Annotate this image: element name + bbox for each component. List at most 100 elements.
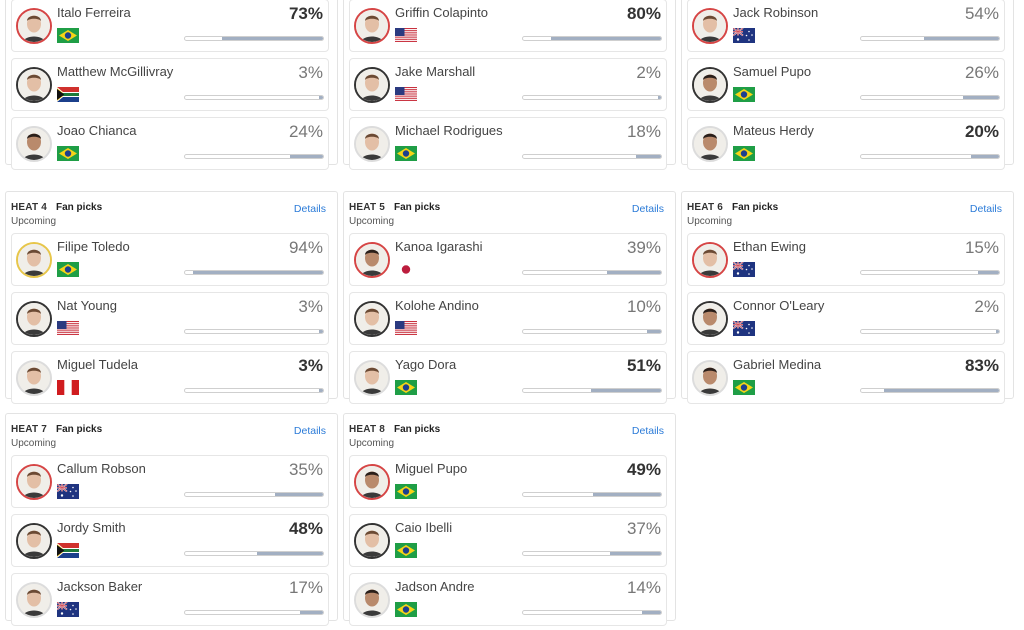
details-link[interactable]: Details — [631, 203, 664, 215]
athlete-row[interactable]: Joao Chianca 24% — [11, 117, 329, 170]
athlete-avatar — [354, 126, 390, 162]
pick-progress-bar — [184, 154, 324, 159]
fan-pick-percentage: 94% — [288, 238, 323, 257]
athlete-name: Callum Robson — [57, 461, 146, 476]
pick-progress-fill — [593, 493, 661, 496]
athlete-name: Jack Robinson — [733, 5, 819, 20]
athlete-name: Miguel Pupo — [395, 461, 468, 476]
athlete-row[interactable]: Matthew McGillivray 3% — [11, 58, 329, 111]
fan-pick-percentage: 73% — [288, 4, 323, 23]
heat-card: HEAT 8 Fan picks Details Upcoming Miguel Pu… — [343, 413, 676, 626]
pick-progress-fill — [658, 96, 661, 99]
australia-flag-icon — [57, 484, 79, 499]
athlete-row[interactable]: Miguel Tudela 3% — [11, 351, 329, 404]
athlete-row[interactable]: Italo Ferreira 73% — [11, 0, 329, 52]
pick-progress-bar — [860, 388, 1000, 393]
usa-flag-icon — [57, 321, 79, 336]
fan-pick-percentage: 10% — [626, 297, 661, 316]
details-link[interactable]: Details — [293, 425, 326, 437]
athlete-row[interactable]: Jackson Baker 17% — [11, 573, 329, 626]
pick-progress-fill — [193, 271, 323, 274]
athlete-avatar — [16, 360, 52, 396]
athlete-row[interactable]: Callum Robson 35% — [11, 455, 329, 508]
heat-header: HEAT 5 Fan picks Details Upcoming — [344, 192, 675, 233]
brazil-flag-icon — [57, 146, 79, 161]
heat-status: Upcoming — [349, 438, 395, 449]
athlete-row[interactable]: Michael Rodrigues 18% — [349, 117, 667, 170]
pick-progress-fill — [996, 330, 999, 333]
athlete-avatar — [692, 242, 728, 278]
athlete-row[interactable]: Ethan Ewing 15% — [687, 233, 1005, 286]
pick-progress-fill — [607, 271, 661, 274]
brazil-flag-icon — [395, 380, 417, 395]
athlete-name: Jadson Andre — [395, 579, 475, 594]
athlete-avatar — [16, 582, 52, 618]
pick-progress-fill — [609, 552, 661, 555]
athlete-row[interactable]: Griffin Colapinto 80% — [349, 0, 667, 52]
athlete-row[interactable]: Miguel Pupo 49% — [349, 455, 667, 508]
pick-progress-bar — [184, 95, 324, 100]
athlete-row[interactable]: Gabriel Medina 83% — [687, 351, 1005, 404]
pick-progress-fill — [299, 611, 323, 614]
athlete-name: Jackson Baker — [57, 579, 143, 594]
usa-flag-icon — [395, 28, 417, 43]
brazil-flag-icon — [733, 146, 755, 161]
fan-picks-label: Fan picks — [394, 424, 441, 435]
athlete-row[interactable]: Kolohe Andino 10% — [349, 292, 667, 345]
athlete-row[interactable]: Mateus Herdy 20% — [687, 117, 1005, 170]
pick-progress-bar — [860, 270, 1000, 275]
heat-number: HEAT 8 — [349, 424, 386, 435]
pick-progress-bar — [522, 95, 662, 100]
details-link[interactable]: Details — [293, 203, 326, 215]
athlete-row[interactable]: Caio Ibelli 37% — [349, 514, 667, 567]
athlete-avatar — [16, 67, 52, 103]
fan-pick-percentage: 37% — [626, 519, 661, 538]
pick-progress-fill — [590, 389, 661, 392]
details-link[interactable]: Details — [631, 425, 664, 437]
athlete-row[interactable]: Samuel Pupo 26% — [687, 58, 1005, 111]
brazil-flag-icon — [395, 146, 417, 161]
fan-pick-percentage: 2% — [974, 297, 999, 316]
pick-progress-fill — [924, 37, 999, 40]
fan-pick-percentage: 18% — [626, 122, 661, 141]
pick-progress-fill — [884, 389, 999, 392]
fan-pick-percentage: 54% — [964, 4, 999, 23]
pick-progress-bar — [522, 154, 662, 159]
athlete-row[interactable]: Jadson Andre 14% — [349, 573, 667, 626]
south-africa-flag-icon — [57, 543, 79, 558]
athlete-name: Samuel Pupo — [733, 64, 812, 79]
athlete-row[interactable]: Filipe Toledo 94% — [11, 233, 329, 286]
athlete-row[interactable]: Yago Dora 51% — [349, 351, 667, 404]
athlete-row[interactable]: Nat Young 3% — [11, 292, 329, 345]
athlete-name: Griffin Colapinto — [395, 5, 488, 20]
athlete-name: Filipe Toledo — [57, 239, 130, 254]
athlete-row[interactable]: Jordy Smith 48% — [11, 514, 329, 567]
heat-number: HEAT 6 — [687, 202, 724, 213]
athlete-row[interactable]: Jack Robinson 54% — [687, 0, 1005, 52]
athlete-name: Jake Marshall — [395, 64, 476, 79]
fan-pick-percentage: 20% — [964, 122, 999, 141]
pick-progress-fill — [318, 389, 323, 392]
athlete-name: Matthew McGillivray — [57, 64, 174, 79]
heat-card: HEAT 7 Fan picks Details Upcoming Callum Ro… — [5, 413, 338, 626]
pick-progress-fill — [256, 552, 323, 555]
fan-pick-percentage: 24% — [288, 122, 323, 141]
athlete-avatar — [354, 523, 390, 559]
athlete-row[interactable]: Jake Marshall 2% — [349, 58, 667, 111]
details-link[interactable]: Details — [969, 203, 1002, 215]
athlete-name: Miguel Tudela — [57, 357, 138, 372]
heat-number: HEAT 4 — [11, 202, 48, 213]
athlete-name: Nat Young — [57, 298, 118, 313]
athlete-avatar — [16, 8, 52, 44]
athlete-avatar — [692, 8, 728, 44]
heat-card: HEAT 5 Fan picks Details Upcoming Kanoa Iga… — [343, 191, 676, 404]
athlete-row[interactable]: Kanoa Igarashi 39% — [349, 233, 667, 286]
athlete-avatar — [692, 301, 728, 337]
pick-progress-bar — [522, 610, 662, 615]
heat-status: Upcoming — [349, 216, 395, 227]
usa-flag-icon — [395, 321, 417, 336]
pick-progress-bar — [522, 36, 662, 41]
athlete-row[interactable]: Connor O'Leary 2% — [687, 292, 1005, 345]
